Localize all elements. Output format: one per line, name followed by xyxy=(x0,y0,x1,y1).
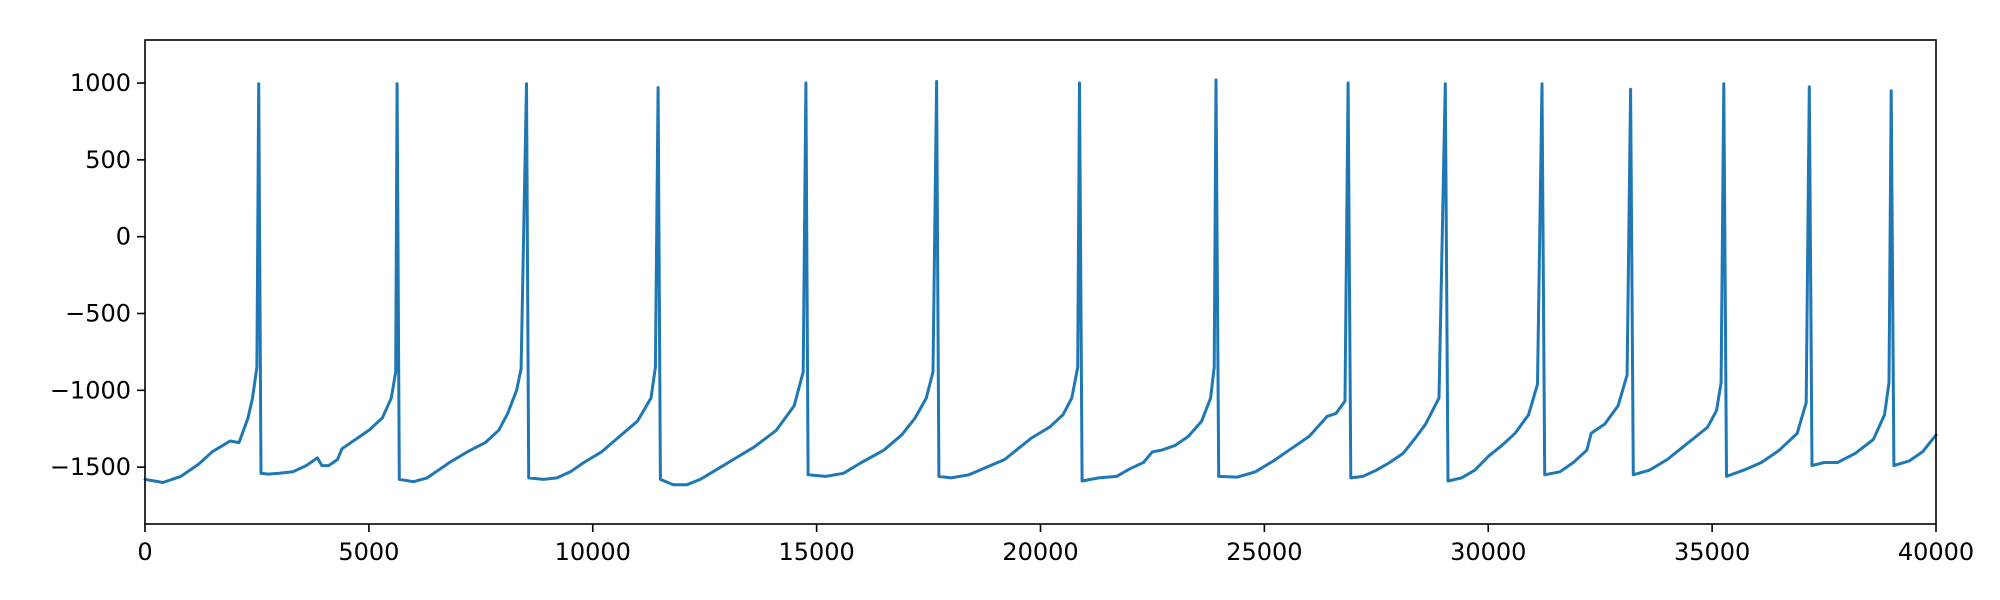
y-tick-label: 500 xyxy=(85,146,131,174)
x-tick-label: 25000 xyxy=(1226,538,1302,566)
y-tick-label: 1000 xyxy=(70,69,131,97)
x-tick-label: 35000 xyxy=(1674,538,1750,566)
series-layer xyxy=(143,78,1938,487)
plot-background xyxy=(145,40,1936,524)
x-tick-label: 40000 xyxy=(1898,538,1974,566)
x-axis: 0 5000 10000 15000 20000 25000 30000 35000 40000 xyxy=(137,524,1974,566)
series-line-1 xyxy=(143,78,1938,487)
y-axis: 1000 500 0 −500 −1000 −1500 xyxy=(50,69,145,481)
y-tick-label: 0 xyxy=(116,223,131,251)
x-tick-label: 5000 xyxy=(338,538,399,566)
x-tick-label: 30000 xyxy=(1450,538,1526,566)
x-tick-label: 0 xyxy=(137,538,152,566)
y-tick-label: −500 xyxy=(65,299,131,327)
x-tick-label: 20000 xyxy=(1002,538,1078,566)
y-tick-label: −1000 xyxy=(50,376,131,404)
x-tick-label: 10000 xyxy=(555,538,631,566)
x-tick-label: 15000 xyxy=(778,538,854,566)
plot-frame xyxy=(144,39,1937,525)
y-tick-label: −1500 xyxy=(50,453,131,481)
